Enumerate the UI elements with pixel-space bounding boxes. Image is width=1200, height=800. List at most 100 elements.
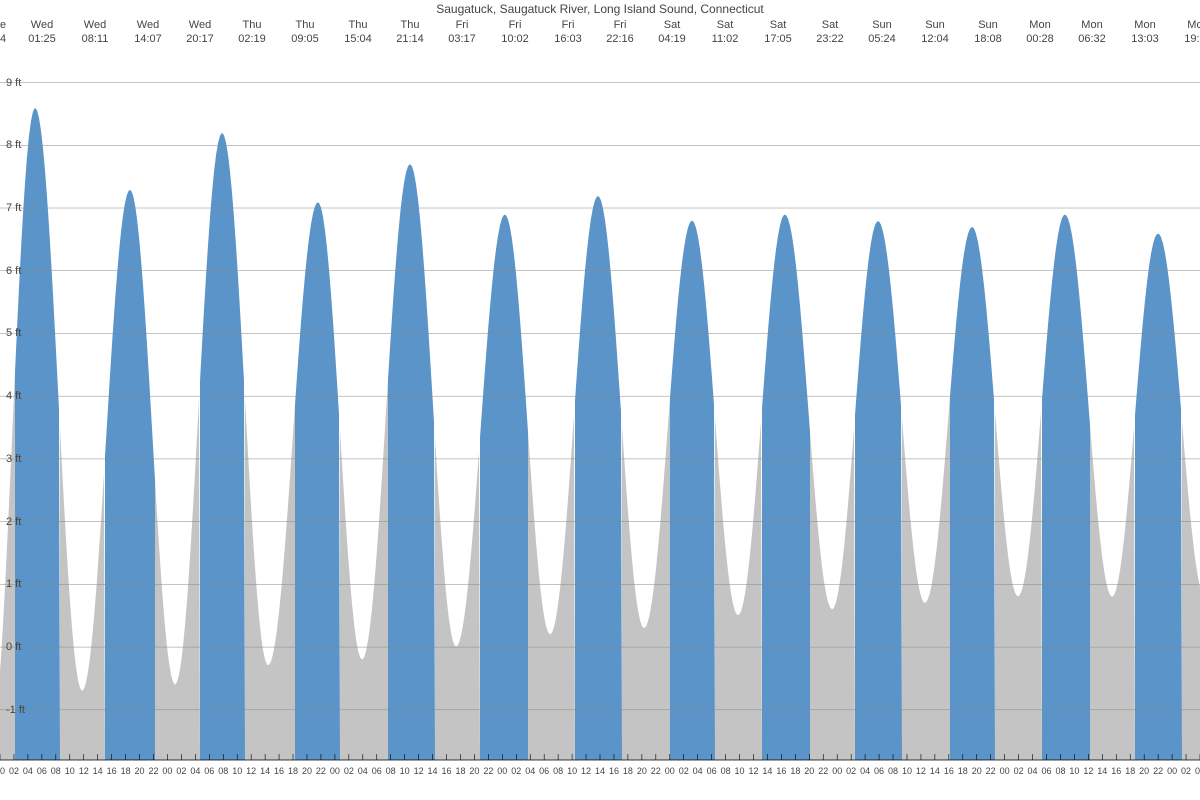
x-tick-label: 16 [274,766,284,776]
top-time-label: Wed08:11 [82,18,109,46]
x-tick-label: 04 [1028,766,1038,776]
x-axis-labels: 0002040608101214161820220002040608101214… [0,760,1200,780]
x-tick-label: 12 [79,766,89,776]
top-time-label: Fri16:03 [554,18,582,46]
x-tick-label: 12 [748,766,758,776]
x-tick-label: 10 [902,766,912,776]
top-time-label: Thu15:04 [344,18,372,46]
x-tick-label: 20 [302,766,312,776]
y-tick-label: 3 ft [6,453,21,465]
top-time-label: Fri03:17 [448,18,476,46]
y-tick-label: 4 ft [6,390,21,402]
x-tick-label: 00 [0,766,5,776]
x-tick-label: 12 [581,766,591,776]
x-tick-label: 04 [693,766,703,776]
x-tick-label: 06 [204,766,214,776]
x-tick-label: 04 [358,766,368,776]
x-tick-label: 16 [944,766,954,776]
x-tick-label: 22 [1153,766,1163,776]
y-tick-label: 8 ft [6,139,21,151]
x-tick-label: 00 [330,766,340,776]
x-tick-label: 00 [1000,766,1010,776]
top-time-label: Sun05:24 [868,18,896,46]
x-tick-label: 22 [483,766,493,776]
x-tick-label: 08 [1055,766,1065,776]
x-tick-label: 04 [1195,766,1200,776]
y-tick-label: 5 ft [6,327,21,339]
x-tick-label: 20 [135,766,145,776]
x-tick-label: 04 [860,766,870,776]
x-tick-label: 20 [972,766,982,776]
top-time-label: Wed01:25 [28,18,56,46]
x-tick-label: 10 [400,766,410,776]
x-tick-label: 02 [679,766,689,776]
x-tick-label: 06 [707,766,717,776]
top-time-label: Wed14:07 [134,18,162,46]
x-tick-label: 18 [288,766,298,776]
x-tick-label: 04 [23,766,33,776]
x-tick-label: 06 [874,766,884,776]
x-tick-label: 18 [790,766,800,776]
x-tick-label: 16 [609,766,619,776]
top-time-label: Thu21:14 [396,18,424,46]
x-tick-label: 18 [455,766,465,776]
x-tick-label: 02 [9,766,19,776]
x-tick-label: 08 [51,766,61,776]
top-time-label: Sat04:19 [658,18,686,46]
chart-title: Saugatuck, Saugatuck River, Long Island … [0,2,1200,16]
y-tick-label: 2 ft [6,516,21,528]
x-tick-label: 00 [162,766,172,776]
x-tick-label: 20 [469,766,479,776]
x-tick-label: 08 [888,766,898,776]
y-tick-label: 0 ft [6,641,21,653]
x-tick-label: 08 [721,766,731,776]
y-tick-label: 1 ft [6,578,21,590]
x-tick-label: 16 [776,766,786,776]
x-tick-label: 02 [344,766,354,776]
x-tick-label: 10 [65,766,75,776]
x-tick-label: 10 [567,766,577,776]
x-tick-label: 22 [818,766,828,776]
x-tick-label: 14 [595,766,605,776]
x-tick-label: 14 [1097,766,1107,776]
x-tick-label: 12 [1083,766,1093,776]
x-tick-label: 18 [1125,766,1135,776]
x-tick-label: 00 [1167,766,1177,776]
x-tick-label: 14 [93,766,103,776]
top-time-label: Fri22:16 [606,18,634,46]
x-tick-label: 04 [525,766,535,776]
x-tick-label: 22 [986,766,996,776]
top-time-label: Wed20:17 [186,18,214,46]
x-tick-label: 20 [637,766,647,776]
top-time-label: Sat23:22 [816,18,844,46]
x-tick-label: 14 [930,766,940,776]
top-time-label: Sun12:04 [921,18,949,46]
x-tick-label: 20 [1139,766,1149,776]
y-tick-label: -1 ft [6,704,25,716]
x-tick-label: 10 [735,766,745,776]
x-tick-label: 14 [260,766,270,776]
x-tick-label: 06 [539,766,549,776]
x-tick-label: 16 [107,766,117,776]
x-tick-label: 16 [441,766,451,776]
x-tick-label: 14 [428,766,438,776]
x-tick-label: 18 [121,766,131,776]
top-time-labels: ue24 Wed01:25 Wed08:11 Wed14:07 Wed20:17 Thu0… [0,18,1200,58]
tide-chart: Saugatuck, Saugatuck River, Long Island … [0,0,1200,800]
x-tick-label: 08 [218,766,228,776]
x-tick-label: 02 [511,766,521,776]
x-tick-label: 06 [372,766,382,776]
top-time-label: Thu02:19 [238,18,266,46]
tide-svg [0,70,1200,780]
x-tick-label: 22 [316,766,326,776]
y-tick-label: 6 ft [6,265,21,277]
x-tick-label: 10 [232,766,242,776]
x-tick-label: 22 [651,766,661,776]
y-tick-label: 7 ft [6,202,21,214]
x-tick-label: 20 [804,766,814,776]
x-tick-label: 08 [553,766,563,776]
x-tick-label: 02 [1014,766,1024,776]
top-time-label: Fri10:02 [501,18,529,46]
top-time-label: ue24 [0,18,6,46]
x-tick-label: 08 [386,766,396,776]
